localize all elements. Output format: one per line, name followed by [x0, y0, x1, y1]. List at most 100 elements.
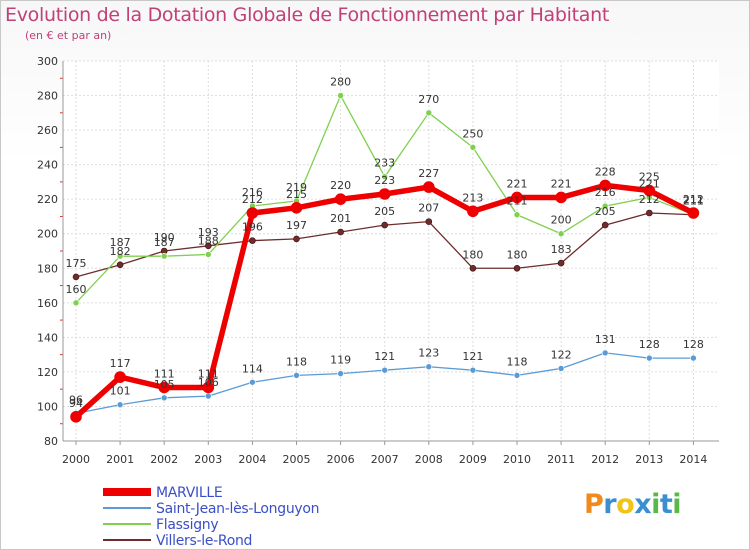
- data-label-saint-jean: 123: [418, 347, 439, 360]
- data-point-saint-jean: [337, 370, 344, 377]
- data-point-saint-jean: [469, 366, 477, 374]
- y-tick-label: 300: [37, 55, 58, 68]
- data-label-saint-jean: 119: [330, 354, 351, 367]
- data-label-flassigny: 233: [374, 157, 395, 170]
- data-label-flassigny: 270: [418, 93, 439, 106]
- chart-subtitle: (en € et par an): [25, 29, 112, 42]
- data-point-saint-jean: [160, 394, 168, 402]
- data-point-villers: [249, 237, 256, 244]
- data-label-marville: 223: [374, 174, 395, 187]
- data-label-villers: 197: [286, 219, 307, 232]
- y-tick-label: 140: [37, 331, 58, 344]
- data-label-villers: 207: [418, 202, 439, 215]
- data-point-flassigny: [513, 211, 521, 219]
- data-label-flassigny: 219: [286, 181, 307, 194]
- data-point-villers: [513, 264, 521, 272]
- data-point-marville: [422, 181, 435, 193]
- data-label-villers: 196: [242, 221, 263, 234]
- data-point-marville: [467, 205, 479, 218]
- data-point-villers: [557, 259, 565, 267]
- data-point-flassigny: [425, 109, 433, 117]
- data-label-saint-jean: 105: [154, 378, 175, 391]
- data-point-marville: [555, 191, 567, 204]
- data-label-saint-jean: 101: [110, 385, 131, 398]
- data-label-villers: 175: [66, 257, 87, 270]
- x-tick-label: 2004: [238, 453, 266, 466]
- legend-label-saint-jean: Saint-Jean-lès-Longuyon: [156, 501, 319, 517]
- data-label-marville: 111: [198, 367, 219, 380]
- data-point-marville: [378, 188, 391, 200]
- y-tick-label: 160: [37, 297, 58, 310]
- data-point-saint-jean: [601, 349, 609, 357]
- x-tick-label: 2013: [635, 453, 663, 466]
- data-point-villers: [337, 228, 344, 236]
- y-tick-label: 280: [37, 90, 58, 103]
- data-point-saint-jean: [513, 372, 521, 379]
- data-label-villers: 193: [198, 226, 219, 239]
- data-point-saint-jean: [381, 366, 389, 374]
- data-label-villers: 180: [507, 248, 528, 261]
- data-label-flassigny: 250: [462, 127, 483, 140]
- data-point-marville: [290, 202, 303, 214]
- data-label-saint-jean: 106: [198, 376, 219, 389]
- legend-label-flassigny: Flassigny: [156, 517, 218, 533]
- chart-title: Evolution de la Dotation Globale de Fonc…: [5, 4, 610, 26]
- data-point-flassigny: [72, 299, 80, 307]
- legend-label-villers: Villers-le-Rond: [156, 533, 252, 549]
- data-label-flassigny: 221: [639, 177, 660, 190]
- data-label-marville: 213: [462, 191, 483, 204]
- data-point-marville: [599, 179, 612, 192]
- data-label-saint-jean: 131: [595, 333, 616, 346]
- data-point-flassigny: [469, 144, 477, 151]
- data-point-marville: [334, 193, 347, 205]
- data-point-villers: [645, 209, 653, 217]
- y-tick-label: 200: [37, 228, 58, 241]
- x-tick-label: 2009: [459, 453, 487, 466]
- data-label-flassigny: 216: [242, 186, 263, 199]
- data-label-saint-jean: 128: [639, 338, 660, 351]
- x-tick-label: 2002: [150, 453, 178, 466]
- data-label-marville: 225: [639, 171, 660, 184]
- data-point-marville: [511, 191, 523, 204]
- data-label-marville: 111: [154, 367, 175, 380]
- data-label-villers: 183: [551, 243, 572, 256]
- data-point-flassigny: [205, 251, 212, 258]
- data-point-marville: [246, 207, 259, 219]
- data-label-marville: 94: [69, 397, 83, 410]
- x-tick-label: 2011: [547, 453, 575, 466]
- x-tick-label: 2001: [106, 453, 134, 466]
- y-tick-label: 100: [37, 400, 58, 413]
- x-tick-label: 2012: [591, 453, 619, 466]
- data-point-flassigny: [601, 202, 609, 210]
- data-point-flassigny: [160, 252, 168, 260]
- data-point-marville: [687, 207, 700, 219]
- y-tick-label: 260: [37, 124, 58, 137]
- data-point-villers: [205, 242, 212, 250]
- data-point-flassigny: [381, 173, 389, 181]
- y-tick-label: 180: [37, 262, 58, 275]
- data-label-villers: 205: [595, 205, 616, 218]
- data-point-marville: [202, 381, 215, 394]
- data-label-saint-jean: 118: [286, 355, 307, 368]
- data-label-saint-jean: 118: [507, 355, 528, 368]
- data-point-villers: [72, 273, 80, 281]
- data-label-villers: 180: [462, 248, 483, 261]
- data-point-saint-jean: [249, 378, 256, 386]
- data-label-flassigny: 187: [110, 236, 131, 249]
- data-label-marville: 221: [551, 177, 572, 190]
- x-tick-label: 2014: [679, 453, 707, 466]
- data-label-marville: 221: [507, 177, 528, 190]
- data-label-flassigny: 160: [66, 283, 87, 296]
- x-tick-label: 2008: [415, 453, 443, 466]
- data-label-marville: 215: [286, 188, 307, 201]
- data-point-villers: [425, 218, 433, 225]
- data-point-saint-jean: [645, 354, 653, 362]
- data-point-villers: [469, 264, 477, 272]
- data-label-marville: 227: [418, 167, 439, 180]
- data-label-flassigny: 211: [683, 195, 704, 208]
- x-tick-label: 2005: [283, 453, 311, 466]
- x-tick-label: 2007: [371, 453, 399, 466]
- data-label-saint-jean: 96: [69, 393, 83, 406]
